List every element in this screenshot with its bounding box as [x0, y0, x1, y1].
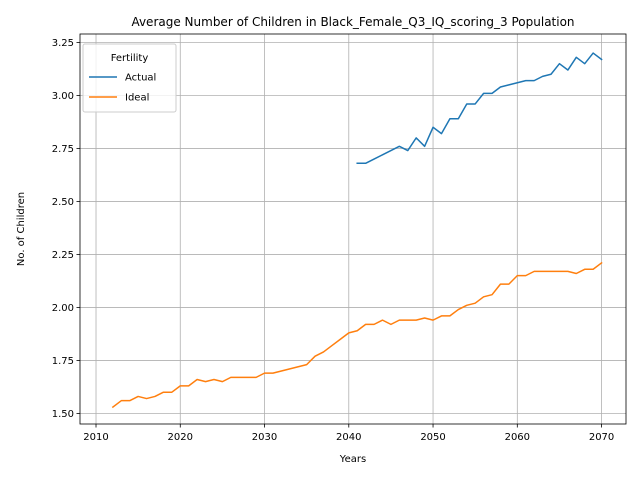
legend-title: Fertility	[111, 53, 149, 64]
legend-box	[82, 43, 177, 113]
x-tick-label: 2050	[420, 432, 445, 443]
x-tick-label: 2010	[83, 432, 108, 443]
y-tick-label: 2.25	[52, 250, 74, 261]
x-tick-label: 2040	[336, 432, 361, 443]
x-tick-label: 2030	[252, 432, 277, 443]
x-tick-label: 2070	[589, 432, 614, 443]
series-lines	[111, 52, 603, 409]
y-tick-label: 1.50	[52, 409, 74, 420]
series-line-actual	[356, 52, 603, 165]
y-tick-label: 3.25	[52, 38, 74, 49]
y-tick-label: 1.75	[52, 356, 74, 367]
axis-ticks: 2010 2020 2030 2040 2050 2060 2070 1.50 1.75 2.00…	[52, 38, 615, 443]
y-axis-label: No. of Children	[16, 192, 27, 266]
x-axis-label: Years	[339, 454, 366, 465]
series-line-ideal	[111, 261, 603, 409]
chart-title: Average Number of Children in Black_Fema…	[131, 15, 574, 29]
legend-label-ideal: Ideal	[125, 93, 149, 104]
x-tick-label: 2060	[505, 432, 530, 443]
legend-label-actual: Actual	[125, 73, 156, 84]
y-tick-label: 2.75	[52, 144, 74, 155]
plot-frame	[79, 33, 627, 425]
y-tick-label: 2.00	[52, 303, 74, 314]
x-tick-label: 2020	[168, 432, 193, 443]
y-tick-label: 2.50	[52, 197, 74, 208]
y-tick-label: 3.00	[52, 91, 74, 102]
grid	[80, 34, 626, 424]
legend: Fertility Actual Ideal	[82, 43, 177, 113]
